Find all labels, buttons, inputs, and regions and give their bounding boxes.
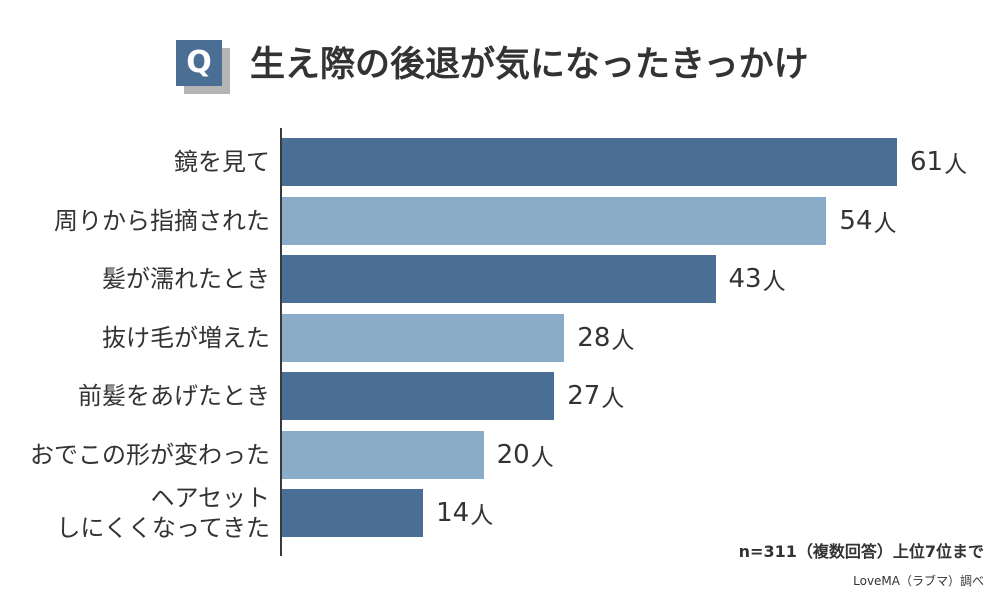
bar	[282, 196, 827, 245]
value-unit: 人	[470, 503, 494, 529]
source-note: LoveMA（ラブマ）調べ	[853, 574, 984, 588]
value-unit: 人	[601, 386, 625, 412]
category-label: 鏡を見て	[174, 148, 270, 176]
category-label-row: 周りから指摘された	[10, 191, 270, 251]
value-number: 43	[728, 264, 762, 294]
value-label: 61 人	[910, 138, 967, 186]
category-label-row: 鏡を見て	[10, 132, 270, 192]
value-number: 20	[496, 439, 530, 470]
value-unit: 人	[611, 327, 635, 354]
bar	[282, 138, 897, 186]
category-label-row: 前髪をあげたとき	[10, 366, 270, 426]
category-label: おでこの形が変わった	[30, 440, 270, 469]
value-number: 54	[839, 205, 873, 236]
value-label: 43 人	[729, 255, 786, 303]
value-number: 14	[436, 498, 470, 528]
category-label: 前髪をあげたとき	[78, 382, 270, 410]
question-badge: Q	[176, 40, 222, 86]
category-label: 髪が濡れたとき	[102, 265, 270, 293]
category-label-row: 抜け毛が増えた	[10, 308, 270, 368]
bar	[282, 372, 555, 420]
bar	[282, 313, 565, 362]
value-label: 28 人	[577, 314, 634, 362]
value-number: 61	[910, 147, 944, 177]
sample-note: n=311（複数回答）上位7位まで	[738, 542, 984, 561]
category-label: ヘアセット しにくくなってきた	[56, 484, 270, 542]
bar	[282, 255, 716, 303]
value-unit: 人	[530, 444, 554, 471]
value-label: 54 人	[839, 197, 896, 245]
y-axis-line	[280, 128, 282, 556]
category-label: 抜け毛が増えた	[102, 323, 270, 352]
value-label: 14 人	[436, 489, 493, 537]
category-label-row: おでこの形が変わった	[10, 425, 270, 485]
value-number: 28	[577, 322, 611, 353]
bar	[282, 489, 424, 537]
category-label: 周りから指摘された	[54, 206, 270, 235]
value-label: 20 人	[497, 431, 554, 479]
value-number: 27	[567, 381, 601, 411]
value-label: 27 人	[567, 372, 624, 420]
category-label-row: 髪が濡れたとき	[10, 249, 270, 309]
bar	[282, 430, 484, 479]
category-label-row: ヘアセット しにくくなってきた	[10, 483, 270, 543]
chart-title: 生え際の後退が気になったきっかけ	[250, 45, 809, 85]
value-unit: 人	[944, 152, 968, 178]
value-unit: 人	[762, 269, 786, 295]
value-unit: 人	[873, 210, 897, 237]
